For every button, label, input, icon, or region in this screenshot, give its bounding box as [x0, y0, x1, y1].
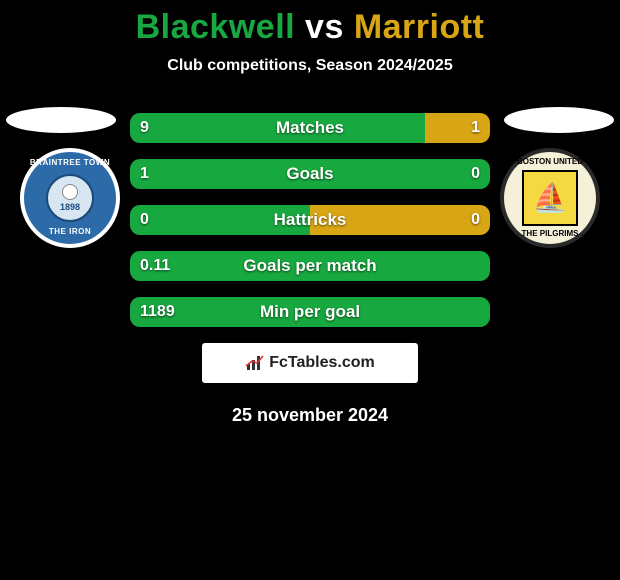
- title-player1: Blackwell: [136, 8, 295, 46]
- stat-label: Goals: [130, 159, 490, 189]
- team2-badge: BOSTON UNITED ⛵ THE PILGRIMS: [500, 148, 600, 248]
- stat-bar: 1189Min per goal: [130, 297, 490, 327]
- stat-label: Matches: [130, 113, 490, 143]
- player1-avatar-placeholder: [6, 107, 116, 133]
- team1-badge: BRAINTREE TOWN 1898 THE IRON: [20, 148, 120, 248]
- team2-badge-top-text: BOSTON UNITED: [504, 157, 596, 166]
- stat-bar: 0.11Goals per match: [130, 251, 490, 281]
- chart-icon: [245, 354, 265, 372]
- stat-bar: 10Goals: [130, 159, 490, 189]
- page-title: Blackwell vs Marriott: [0, 0, 620, 47]
- stat-bars: 91Matches 10Goals 00Hattricks 0.11Goals per…: [130, 113, 490, 327]
- stat-label: Goals per match: [130, 251, 490, 281]
- subtitle: Club competitions, Season 2024/2025: [0, 57, 620, 75]
- ship-icon: ⛵: [533, 184, 568, 212]
- title-player2: Marriott: [354, 8, 485, 46]
- stat-label: Hattricks: [130, 205, 490, 235]
- attribution-badge: FcTables.com: [202, 343, 418, 383]
- title-vs: vs: [295, 8, 354, 46]
- stat-label: Min per goal: [130, 297, 490, 327]
- attribution-text: FcTables.com: [269, 354, 375, 372]
- stat-bar: 91Matches: [130, 113, 490, 143]
- team2-badge-bottom-text: THE PILGRIMS: [504, 229, 596, 238]
- ball-icon: [62, 184, 78, 200]
- team1-badge-bottom-text: THE IRON: [24, 227, 116, 236]
- stat-bar: 00Hattricks: [130, 205, 490, 235]
- team1-badge-year: 1898: [60, 202, 80, 212]
- comparison-content: BRAINTREE TOWN 1898 THE IRON BOSTON UNIT…: [0, 113, 620, 426]
- date-text: 25 november 2024: [0, 405, 620, 426]
- player2-avatar-placeholder: [504, 107, 614, 133]
- team1-badge-top-text: BRAINTREE TOWN: [24, 158, 116, 167]
